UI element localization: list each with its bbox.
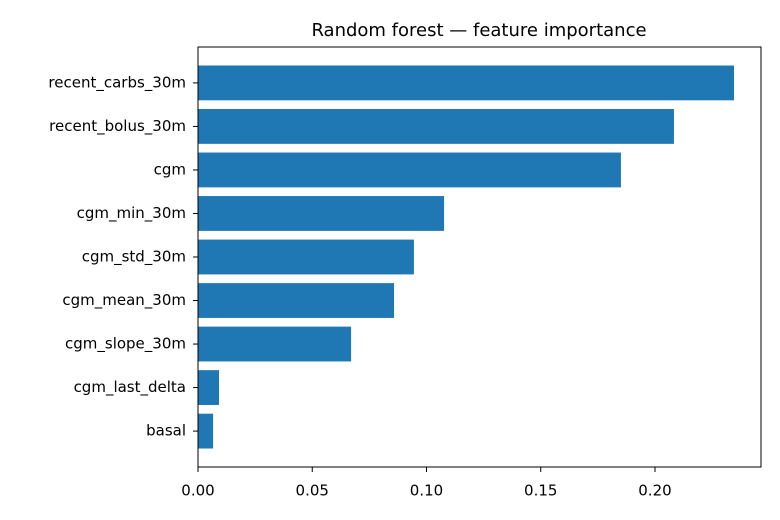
bar [198, 65, 735, 101]
x-tick-label: 0.15 [524, 482, 557, 500]
bar [198, 152, 621, 188]
bar [198, 326, 352, 362]
y-tick-label: cgm_std_30m [82, 248, 186, 267]
y-tick-label: cgm [154, 160, 186, 178]
x-tick-label: 0.05 [296, 482, 329, 500]
bar [198, 196, 445, 231]
x-tick-label: 0.10 [410, 482, 443, 500]
x-tick-label: 0.20 [638, 482, 671, 500]
y-tick-label: cgm_mean_30m [62, 291, 186, 310]
bar [198, 370, 220, 405]
y-tick-label: cgm_last_delta [74, 378, 186, 397]
bar [198, 283, 395, 318]
y-tick-label: recent_carbs_30m [48, 73, 186, 92]
chart-title: Random forest — feature importance [311, 20, 646, 41]
bar [198, 413, 214, 449]
y-tick-label: cgm_slope_30m [65, 335, 186, 354]
y-tick-label: recent_bolus_30m [49, 117, 186, 136]
bar [198, 239, 414, 275]
y-tick-label: basal [146, 422, 186, 440]
y-tick-label: cgm_min_30m [77, 204, 186, 223]
x-tick-label: 0.00 [181, 482, 214, 500]
plot-frame [197, 46, 762, 468]
bar [198, 109, 674, 144]
